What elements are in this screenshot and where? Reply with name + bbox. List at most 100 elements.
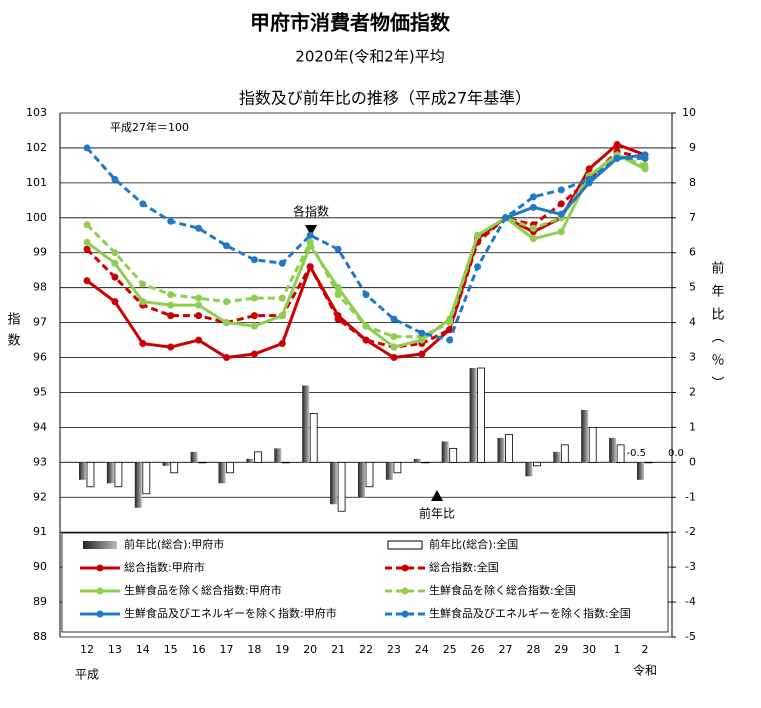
y2-tick-label: 7 <box>689 211 696 224</box>
y2-tick-label: 4 <box>689 316 696 329</box>
bar <box>218 462 226 484</box>
bar <box>553 451 561 463</box>
bar <box>588 426 597 463</box>
y-tick-label: 89 <box>33 595 47 608</box>
line-point <box>223 354 230 362</box>
line-point <box>585 175 593 183</box>
x-tick-label: 2 <box>642 643 649 656</box>
line-point <box>446 319 454 327</box>
line-point <box>278 340 286 348</box>
line-point <box>195 294 203 302</box>
y-tick-label: 95 <box>33 385 47 398</box>
line-point <box>223 298 230 306</box>
line-point <box>306 238 314 246</box>
bar <box>79 462 86 480</box>
line-point <box>111 249 119 257</box>
line-point <box>195 312 203 320</box>
line-point <box>418 350 426 358</box>
x-tick-label: 18 <box>247 643 261 656</box>
note: 平成27年＝100 <box>110 120 189 134</box>
line-point <box>362 291 370 299</box>
legend-swatch <box>401 610 409 618</box>
line-point <box>111 273 119 281</box>
y2-tick-label: 6 <box>689 246 696 259</box>
y2-tick-label: -3 <box>685 560 696 573</box>
legend-label: 生鮮食品及びエネルギーを除く指数:甲府市 <box>124 606 337 620</box>
line-point <box>167 312 175 320</box>
legend-swatch <box>387 540 423 550</box>
line-point <box>446 336 454 344</box>
line-point <box>529 193 537 201</box>
line-point <box>557 186 565 194</box>
line-point <box>167 343 175 351</box>
y2-axis-label: 前年比（％） <box>709 260 725 399</box>
y-tick-label: 100 <box>26 211 47 224</box>
bar-value-label: -0.5 <box>626 448 646 459</box>
y-tick-label: 103 <box>26 106 47 119</box>
line-point <box>529 203 537 211</box>
y-tick-label: 93 <box>33 455 47 468</box>
line-point <box>195 224 203 232</box>
line-point <box>83 277 91 285</box>
y-tick-label: 88 <box>33 630 47 643</box>
x-tick-label: 15 <box>164 643 178 656</box>
legend-label: 前年比(総合):甲府市 <box>124 537 224 551</box>
x-tick-label: 19 <box>275 643 289 656</box>
legend-label: 生鮮食品及びエネルギーを除く指数:全国 <box>429 606 631 620</box>
bar <box>413 458 421 463</box>
bar <box>106 462 114 484</box>
line <box>85 146 645 342</box>
line-point <box>390 333 398 341</box>
line-point <box>223 242 230 250</box>
legend <box>61 532 669 633</box>
line <box>85 153 646 339</box>
subtitle: 2020年(令和2年)平均 <box>295 48 444 66</box>
legend-swatch <box>96 587 104 595</box>
bar <box>421 461 430 464</box>
x-tick-label: 21 <box>331 643 345 656</box>
line-point <box>278 294 286 302</box>
line-point <box>250 350 258 358</box>
line-point <box>111 175 119 183</box>
y-tick-label: 102 <box>26 141 47 154</box>
y2-tick-label: 8 <box>689 176 696 189</box>
line-point <box>195 301 203 309</box>
y-tick-label: 99 <box>33 246 47 259</box>
legend-label: 生鮮食品を除く総合指数:甲府市 <box>124 583 282 597</box>
y2-tick-label: 1 <box>689 420 696 433</box>
x-tick-label: 16 <box>192 643 206 656</box>
bar <box>226 461 234 474</box>
bar <box>253 451 262 463</box>
y-tick-label: 101 <box>26 176 47 189</box>
line-point <box>390 354 398 362</box>
line-point <box>139 200 147 208</box>
line-point <box>474 263 482 271</box>
line-point <box>502 214 509 222</box>
y2-tick-label: -5 <box>685 630 696 643</box>
line-point <box>585 165 593 173</box>
line-point <box>83 245 91 253</box>
line-point <box>390 343 398 351</box>
y-tick-label: 90 <box>33 560 47 573</box>
bar <box>274 448 282 463</box>
line-point <box>362 322 370 330</box>
line-point <box>334 291 342 299</box>
legend-swatch <box>96 564 104 572</box>
line <box>504 153 646 220</box>
line-point <box>250 294 258 302</box>
x-tick-label: 12 <box>80 643 94 656</box>
bar <box>365 461 374 488</box>
annotation: 前年比 <box>419 506 455 521</box>
bar <box>505 433 513 463</box>
legend-swatch <box>401 564 409 572</box>
line-point <box>334 245 342 253</box>
chart-title: 指数及び前年比の推移（平成27年基準） <box>239 89 531 108</box>
line-point <box>111 259 119 267</box>
title: 甲府市消費者物価指数 <box>250 11 451 35</box>
line-point <box>418 329 426 337</box>
bar <box>337 461 346 512</box>
x-tick-label: 24 <box>415 643 429 656</box>
x-tick-label: 25 <box>443 643 457 656</box>
line-point <box>334 315 342 323</box>
y-tick-label: 96 <box>33 351 47 364</box>
